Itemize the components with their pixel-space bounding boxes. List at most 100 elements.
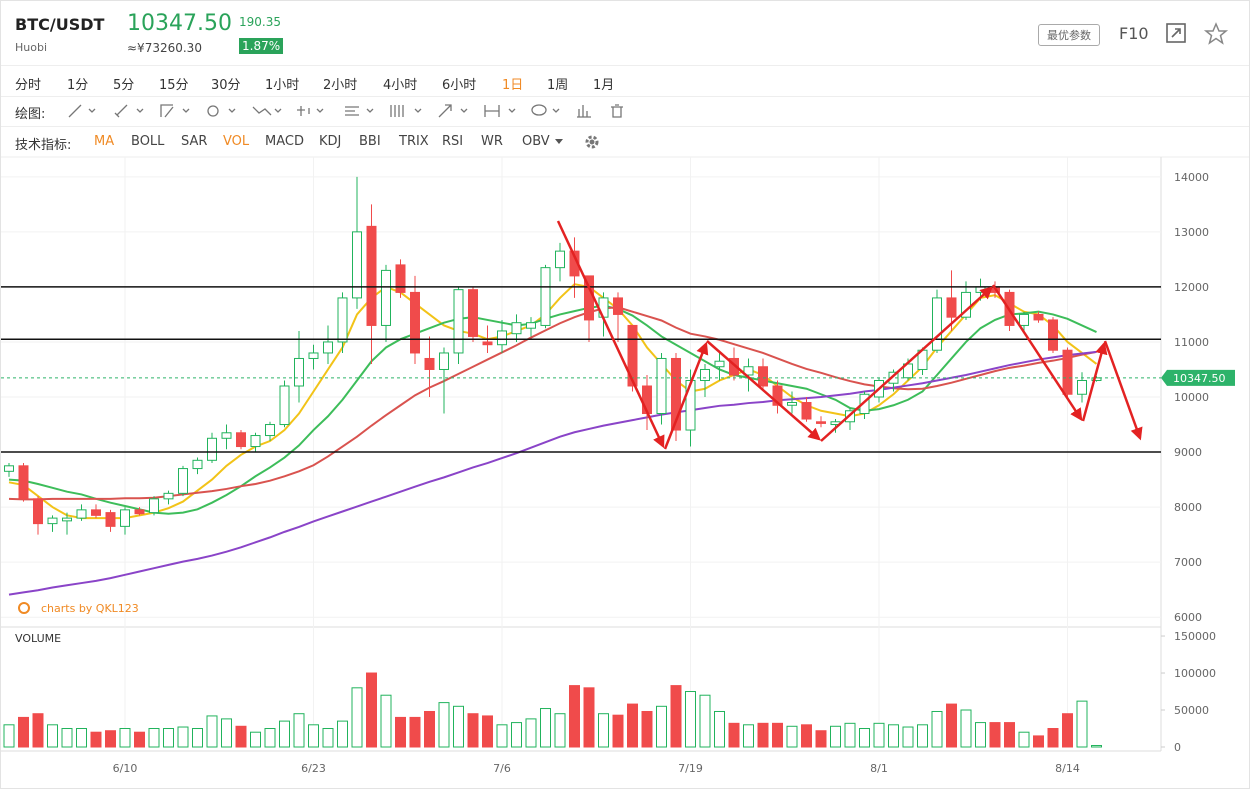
settings-icon[interactable]	[583, 133, 601, 151]
candle-body	[859, 393, 870, 415]
volume-bar	[438, 702, 450, 748]
arrow	[556, 220, 665, 449]
x-tick-label: 6/10	[113, 762, 138, 775]
candle-body	[337, 297, 348, 343]
change: 190.35	[239, 15, 281, 29]
indicator-tab[interactable]: KDJ	[319, 134, 342, 149]
indicator-label: 技术指标:	[15, 138, 72, 153]
y-tick-label: 8000	[1174, 501, 1202, 514]
volume-bar	[453, 705, 464, 748]
y-tick-label: 150000	[1174, 630, 1216, 643]
volume-bar	[264, 728, 276, 748]
fullscreen-icon[interactable]	[1166, 23, 1186, 43]
period-tab[interactable]: 1周	[547, 78, 569, 93]
volume-bar	[583, 687, 595, 748]
volume-bar	[279, 720, 290, 748]
volume-bar	[424, 710, 435, 748]
volume-bar	[134, 731, 145, 748]
x-tick-label: 8/14	[1055, 762, 1080, 775]
candle-body	[743, 366, 754, 376]
indicator-tab[interactable]: RSI	[442, 134, 464, 149]
volume-bar	[119, 728, 131, 748]
volume-bar	[815, 730, 827, 748]
x-tick-label: 7/19	[678, 762, 703, 775]
volume-bar	[859, 728, 870, 748]
volume-bar	[351, 687, 363, 748]
candle-body	[613, 297, 623, 315]
volume-bar	[525, 718, 537, 748]
logo	[18, 602, 30, 614]
candle-body	[62, 517, 72, 522]
period-tab[interactable]: 分时	[15, 78, 42, 93]
indicator-tab[interactable]: WR	[481, 134, 503, 149]
exchange: Huobi	[15, 41, 48, 54]
volume-bar	[235, 725, 247, 748]
volume-bar	[1076, 700, 1088, 748]
candle-body	[149, 498, 159, 514]
volume-bar	[801, 724, 812, 748]
period-tab[interactable]: 1小时	[265, 78, 300, 93]
y-tick-label: 100000	[1174, 667, 1216, 680]
ma-line	[8, 350, 1097, 596]
period-tab[interactable]: 5分	[113, 78, 135, 93]
volume-bar	[337, 720, 348, 748]
indicator-tab[interactable]: OBV	[522, 134, 550, 149]
candle-body	[1091, 377, 1102, 381]
y-tick-label: 12000	[1174, 281, 1209, 294]
arrow	[663, 341, 709, 450]
indicator-tab[interactable]: TRIX	[399, 134, 429, 149]
ma-line	[8, 283, 1098, 520]
price: 10347.50	[127, 11, 232, 36]
candle-body	[221, 432, 232, 439]
volume-bar	[148, 728, 160, 748]
param-button[interactable]: 最优参数	[1038, 24, 1100, 46]
indicator-tab[interactable]: VOL	[223, 134, 250, 149]
volume-bar	[714, 710, 725, 748]
candle-body	[33, 498, 43, 525]
x-tick-label: 6/23	[301, 762, 326, 775]
period-tab[interactable]: 1日	[502, 78, 524, 93]
indicator-tab[interactable]: SAR	[181, 134, 208, 149]
candle-body	[192, 459, 203, 470]
volume-bar	[917, 724, 928, 748]
volume-bar	[192, 728, 203, 748]
candle-body	[729, 357, 739, 376]
candle-body	[685, 379, 696, 431]
volume-title: VOLUME	[15, 632, 61, 645]
period-tab[interactable]: 1分	[67, 78, 89, 93]
candle-body	[207, 437, 217, 461]
candle-body	[120, 509, 130, 527]
period-tab[interactable]: 2小时	[323, 78, 358, 93]
candle-body	[308, 352, 319, 359]
f10-button[interactable]: F10	[1119, 24, 1149, 43]
y-tick-label: 9000	[1174, 446, 1202, 459]
period-tab[interactable]: 4小时	[383, 78, 418, 93]
indicator-tab[interactable]: BBI	[359, 134, 381, 149]
period-tab[interactable]: 15分	[159, 78, 189, 93]
indicator-tab[interactable]: BOLL	[131, 134, 165, 149]
indicator-tab[interactable]: MA	[94, 134, 115, 149]
star-icon[interactable]	[1203, 22, 1229, 45]
volume-bar	[221, 718, 232, 748]
dropdown-icon[interactable]	[555, 139, 565, 147]
y-tick-label: 14000	[1174, 171, 1209, 184]
candle-body	[134, 509, 145, 515]
draw-tools	[68, 104, 623, 118]
volume-bar	[511, 722, 522, 748]
annotation-arrows	[556, 220, 1143, 450]
volume-bar	[1004, 722, 1015, 748]
period-tab[interactable]: 6小时	[442, 78, 477, 93]
period-tab[interactable]: 30分	[211, 78, 241, 93]
arrow	[706, 340, 821, 441]
volume-bar	[163, 728, 174, 748]
period-tab[interactable]: 1月	[593, 78, 615, 93]
volume-bar	[409, 716, 421, 748]
candle-body	[801, 402, 812, 420]
candle-body	[294, 357, 304, 387]
volume-bar	[844, 722, 856, 748]
volume-bar	[18, 716, 29, 748]
candle-body	[236, 432, 246, 448]
candle-body	[1033, 313, 1044, 321]
candle-body	[772, 385, 783, 406]
indicator-tab[interactable]: MACD	[265, 134, 304, 149]
